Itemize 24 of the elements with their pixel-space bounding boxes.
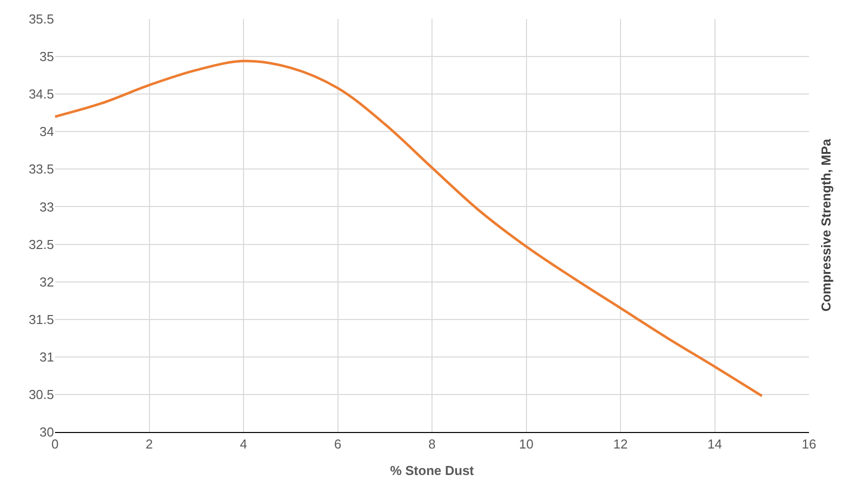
y-tick-label: 33 (40, 199, 54, 214)
x-tick-label: 6 (334, 436, 342, 452)
y-tick-label: 32 (40, 274, 54, 290)
x-tick-label: 0 (51, 436, 59, 452)
x-tick-label: 14 (708, 436, 722, 452)
y-tick-label: 34 (40, 124, 54, 140)
x-tick-label: 10 (519, 436, 534, 452)
y-tick-label: 30.5 (28, 387, 54, 402)
x-tick-label: 12 (613, 436, 628, 452)
x-tick-label: 2 (146, 436, 153, 452)
y-tick-label: 31 (40, 349, 54, 364)
y-tick-label: 35 (40, 49, 54, 64)
y-tick-label: 33.5 (28, 162, 54, 177)
x-axis-title: % Stone Dust (390, 463, 475, 478)
x-tick-label: 16 (802, 436, 816, 452)
x-tick-label: 4 (240, 436, 248, 452)
x-tick-label: 8 (428, 436, 436, 452)
y-tick-label: 30 (40, 424, 54, 440)
y-tick-label: 32.5 (28, 236, 54, 252)
y-tick-label: 31.5 (28, 312, 54, 327)
line-series (55, 60, 764, 398)
y-tick-label: 35.5 (28, 12, 54, 27)
y-tick-label: 34.5 (28, 86, 54, 102)
y-axis-title: Compressive Strength, MPa (818, 138, 834, 312)
